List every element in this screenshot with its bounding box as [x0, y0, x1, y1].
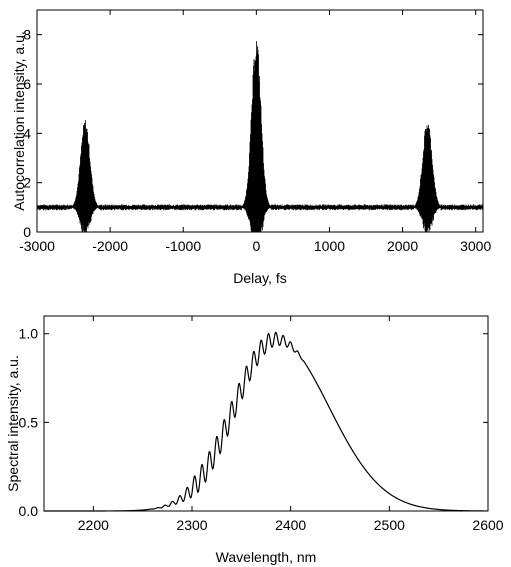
y-tick-group: 0 2 4 6 8	[23, 27, 483, 240]
y-axis-label: Spectral intensity, a.u.	[5, 355, 21, 492]
x-axis-label: Wavelength, nm	[216, 549, 317, 565]
y-tick-label: 4	[23, 125, 31, 141]
y-tick-label: 8	[23, 27, 31, 43]
spectrum-chart: 2200 2300 2400 2500 2600 0.0 0.5 1.0 Wavelengt…	[5, 315, 504, 565]
x-tick-group: 2200 2300 2400 2500 2600	[78, 316, 504, 533]
x-axis-label: Delay, fs	[233, 270, 286, 286]
y-axis-label: Autocorrelation intensity, a.u.	[11, 31, 27, 211]
x-tick-label: -3000	[19, 238, 55, 254]
y-tick-group: 0.0 0.5 1.0	[19, 326, 488, 519]
x-tick-group: -3000 -2000 -1000 0 1000 2000 3000	[19, 10, 491, 254]
y-tick-label: 0.0	[19, 503, 39, 519]
x-tick-label: 2500	[374, 517, 405, 533]
x-tick-label: 2300	[176, 517, 207, 533]
x-tick-label: 0	[252, 238, 260, 254]
x-tick-label: -1000	[165, 238, 201, 254]
y-tick-label: 0	[23, 224, 31, 240]
x-tick-label: 2200	[78, 517, 109, 533]
autocorrelation-chart: -3000 -2000 -1000 0 1000 2000 3000 0 2 4 6 8 Delay…	[11, 9, 491, 286]
x-tick-label: -2000	[92, 238, 128, 254]
autocorrelation-trace	[37, 41, 483, 232]
y-tick-label: 1.0	[19, 326, 39, 342]
spectrum-trace	[44, 331, 488, 512]
x-tick-label: 3000	[460, 238, 491, 254]
x-tick-label: 2000	[387, 238, 418, 254]
plot-frame	[43, 315, 489, 512]
y-tick-label: 0.5	[19, 414, 39, 430]
y-tick-label: 6	[23, 76, 31, 92]
x-tick-label: 2600	[472, 517, 503, 533]
x-tick-label: 1000	[314, 238, 345, 254]
x-tick-label: 2400	[275, 517, 306, 533]
y-tick-label: 2	[23, 175, 31, 191]
